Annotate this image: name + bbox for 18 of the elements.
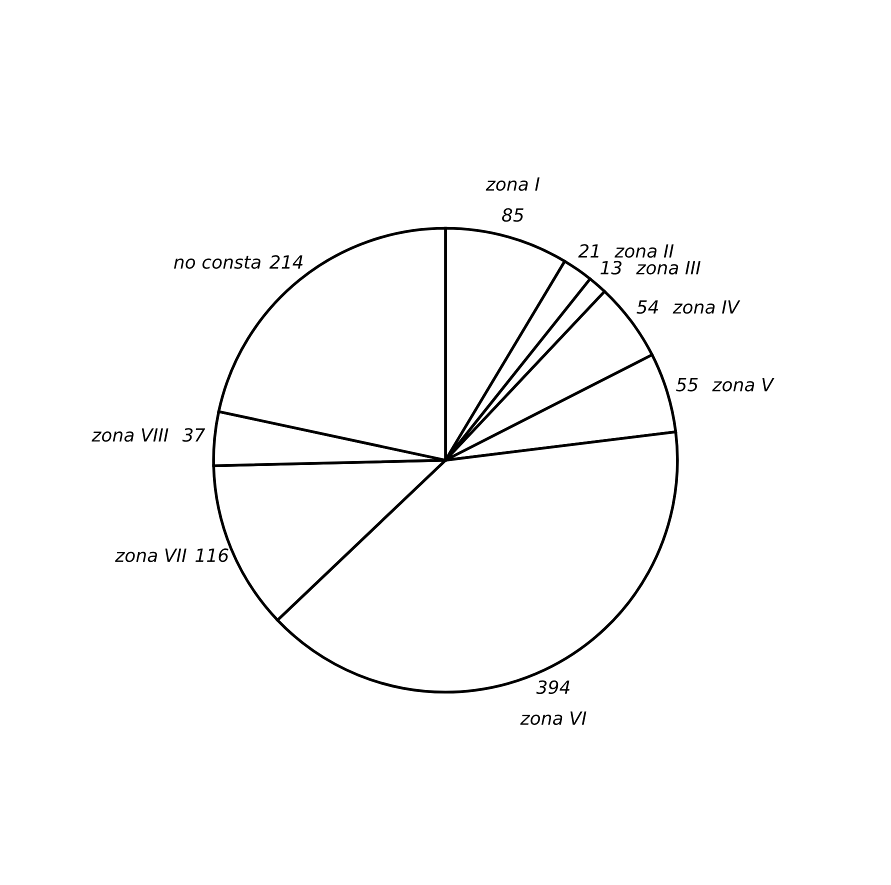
data-label: 116 — [196, 548, 228, 562]
slice-label: zona VII — [115, 548, 186, 562]
data-label: 394 — [536, 680, 570, 694]
data-label: 13 — [600, 260, 622, 274]
slice-label: no consta — [174, 256, 260, 269]
data-label: 85 — [502, 208, 524, 222]
slice-label: zona IV — [672, 300, 740, 314]
slice-label: zona II — [614, 244, 674, 258]
slice-label: zona VI — [520, 712, 586, 725]
data-label: 54 — [636, 300, 658, 314]
slice-label: zona I — [486, 177, 540, 191]
data-label: 214 — [269, 255, 303, 269]
data-label: 37 — [182, 428, 206, 442]
slice-label: zona VIII — [92, 428, 168, 442]
slice-label: zona III — [636, 261, 700, 274]
data-label: 55 — [676, 378, 698, 392]
slice-label: zona V — [712, 378, 774, 392]
data-label: 21 — [578, 244, 598, 258]
